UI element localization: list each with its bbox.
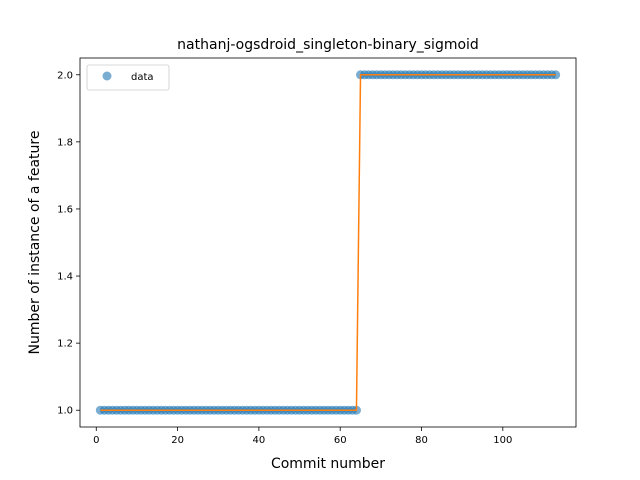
legend: data: [86, 64, 170, 91]
plot-layer: [95, 70, 561, 415]
x-tick-label: 80: [415, 435, 428, 446]
y-tick-label: 1.4: [57, 272, 73, 283]
plot-area: [80, 58, 576, 427]
y-tick-label: 2.0: [57, 70, 73, 81]
x-tick-label: 20: [171, 435, 184, 446]
y-tick-label: 1.8: [57, 137, 73, 148]
plot-frame: [79, 57, 577, 428]
legend-frame: [86, 64, 170, 91]
ticks-layer: 0 20 40 60 80 100 1.0 1.2 1.4 1.6 1.8 2.0: [57, 70, 512, 446]
x-tick-label: 60: [334, 435, 347, 446]
legend-label-data: data: [131, 72, 154, 83]
chart-title: nathanj-ogsdroid_singleton-binary_sigmoi…: [177, 37, 479, 53]
legend-marker-data: [102, 71, 112, 81]
x-tick-label: 100: [493, 435, 512, 446]
x-tick-label: 0: [93, 435, 99, 446]
fit-line: [100, 74, 556, 411]
x-tick-label: 40: [253, 435, 266, 446]
y-axis-label: Number of instance of a feature: [27, 131, 43, 355]
y-tick-label: 1.6: [57, 204, 73, 215]
x-axis-label: Commit number: [271, 456, 385, 472]
y-tick-label: 1.2: [57, 339, 73, 350]
y-tick-label: 1.0: [57, 406, 73, 417]
